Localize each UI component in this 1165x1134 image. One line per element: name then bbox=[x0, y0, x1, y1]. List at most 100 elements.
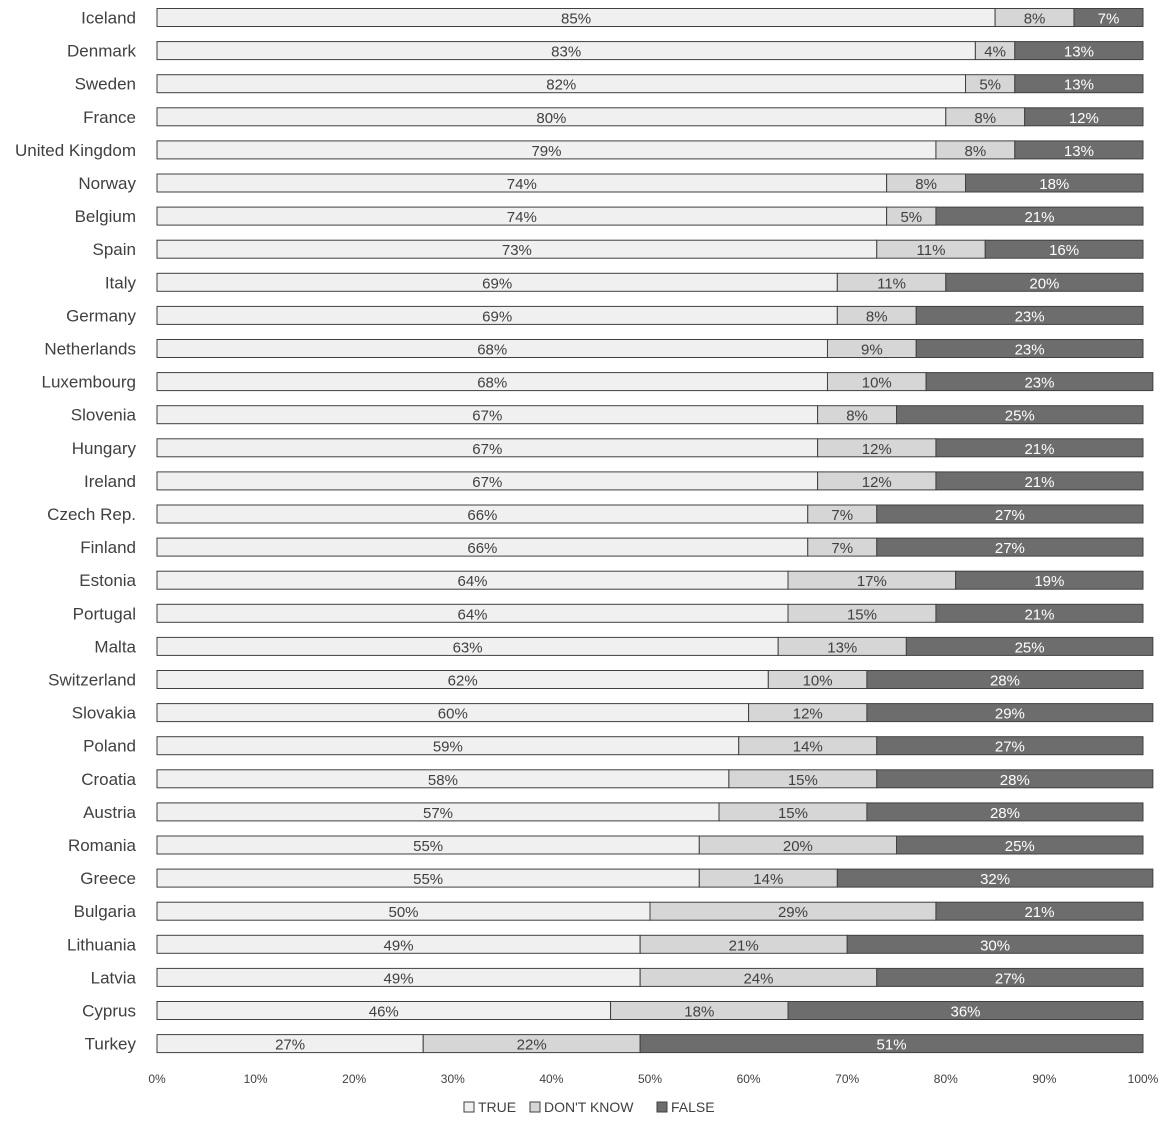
data-label: 68% bbox=[477, 342, 507, 359]
data-label: 29% bbox=[995, 706, 1025, 723]
data-label: 8% bbox=[866, 308, 888, 325]
data-label: 20% bbox=[783, 838, 813, 855]
category-label: Turkey bbox=[85, 1035, 137, 1054]
data-label: 8% bbox=[915, 176, 937, 193]
data-label: 5% bbox=[979, 77, 1001, 94]
bar-segment bbox=[984, 239, 1144, 259]
data-label: 85% bbox=[561, 11, 591, 28]
data-label: 13% bbox=[1064, 77, 1094, 94]
data-label: 27% bbox=[995, 970, 1025, 987]
data-label: 16% bbox=[1049, 242, 1079, 259]
data-label: 21% bbox=[1024, 209, 1054, 226]
x-tick-label: 30% bbox=[441, 1072, 465, 1086]
data-label: 66% bbox=[467, 507, 497, 524]
bar-segment bbox=[1073, 8, 1144, 27]
data-label: 9% bbox=[861, 342, 883, 359]
data-label: 23% bbox=[1015, 342, 1045, 359]
category-label: Cyprus bbox=[82, 1002, 136, 1021]
category-label: Slovakia bbox=[72, 704, 137, 723]
data-label: 82% bbox=[546, 77, 576, 94]
bar-segment bbox=[876, 736, 1144, 756]
data-label: 59% bbox=[433, 739, 463, 756]
data-label: 17% bbox=[857, 573, 887, 590]
data-label: 13% bbox=[1064, 143, 1094, 160]
category-label: Luxembourg bbox=[41, 373, 136, 392]
data-label: 13% bbox=[1064, 44, 1094, 61]
data-label: 66% bbox=[467, 540, 497, 557]
data-label: 64% bbox=[458, 573, 488, 590]
x-axis-tick-labels: 0% 10% 20% 30% 40% 50% 60% 70% 80% 90% 100% bbox=[148, 1072, 1158, 1086]
category-label: Croatia bbox=[81, 770, 136, 789]
category-label: Italy bbox=[105, 273, 137, 292]
bar-segment bbox=[935, 901, 1144, 921]
data-label: 67% bbox=[472, 474, 502, 491]
data-label: 46% bbox=[369, 1004, 399, 1021]
data-label: 67% bbox=[472, 408, 502, 425]
bar-segment bbox=[876, 537, 1144, 557]
x-tick-label: 10% bbox=[244, 1072, 268, 1086]
data-label: 29% bbox=[778, 904, 808, 921]
data-label: 80% bbox=[536, 110, 566, 127]
data-label: 57% bbox=[423, 805, 453, 822]
bar-segment bbox=[955, 570, 1144, 590]
data-label: 4% bbox=[984, 44, 1006, 61]
data-label: 12% bbox=[862, 441, 892, 458]
category-label: Ireland bbox=[84, 472, 136, 491]
category-labels: Iceland Denmark Sweden France United Kingdom… bbox=[15, 9, 137, 1054]
category-label: Romania bbox=[68, 836, 137, 855]
category-label: Germany bbox=[66, 306, 136, 325]
data-label: 10% bbox=[862, 375, 892, 392]
category-label: Iceland bbox=[81, 9, 136, 28]
data-label: 12% bbox=[1069, 110, 1099, 127]
data-label: 28% bbox=[1000, 772, 1030, 789]
data-label: 21% bbox=[1024, 441, 1054, 458]
data-label: 79% bbox=[531, 143, 561, 160]
category-label: Netherlands bbox=[44, 340, 136, 359]
category-label: Belgium bbox=[75, 207, 136, 226]
bar-segment bbox=[905, 636, 1154, 656]
data-label: 30% bbox=[980, 937, 1010, 954]
category-label: Austria bbox=[83, 803, 136, 822]
bar-segment bbox=[935, 438, 1144, 458]
data-label: 21% bbox=[1024, 474, 1054, 491]
data-label: 25% bbox=[1005, 838, 1035, 855]
category-label: Estonia bbox=[79, 571, 136, 590]
legend: TRUE DON'T KNOW FALSE bbox=[463, 1099, 715, 1115]
x-tick-label: 80% bbox=[934, 1072, 958, 1086]
bar-segment bbox=[935, 603, 1144, 623]
category-label: Denmark bbox=[67, 42, 136, 61]
x-tick-label: 0% bbox=[148, 1072, 166, 1086]
x-tick-label: 100% bbox=[1128, 1072, 1159, 1086]
bar-segment bbox=[935, 206, 1144, 226]
category-label: Switzerland bbox=[48, 671, 136, 690]
bar-segment bbox=[896, 405, 1144, 425]
data-label: 32% bbox=[980, 871, 1010, 888]
data-label: 74% bbox=[507, 176, 537, 193]
data-label: 8% bbox=[974, 110, 996, 127]
data-label: 14% bbox=[753, 871, 783, 888]
legend-label: TRUE bbox=[478, 1099, 516, 1115]
data-label: 21% bbox=[729, 937, 759, 954]
bar-segment bbox=[896, 835, 1144, 855]
category-label: Czech Rep. bbox=[47, 505, 136, 524]
data-label: 36% bbox=[951, 1004, 981, 1021]
data-label: 68% bbox=[477, 375, 507, 392]
data-label: 15% bbox=[788, 772, 818, 789]
data-label: 5% bbox=[900, 209, 922, 226]
legend-swatch bbox=[463, 1101, 475, 1113]
data-label: 28% bbox=[990, 673, 1020, 690]
data-label: 7% bbox=[1098, 11, 1120, 28]
category-label: Poland bbox=[83, 737, 136, 756]
category-label: Greece bbox=[80, 869, 136, 888]
category-label: Lithuania bbox=[67, 935, 137, 954]
data-label: 67% bbox=[472, 441, 502, 458]
data-label: 8% bbox=[1024, 11, 1046, 28]
bar-segment bbox=[965, 173, 1144, 193]
data-label: 20% bbox=[1029, 275, 1059, 292]
data-label: 21% bbox=[1024, 606, 1054, 623]
data-label: 27% bbox=[995, 507, 1025, 524]
category-label: Spain bbox=[93, 240, 136, 259]
x-tick-label: 40% bbox=[539, 1072, 563, 1086]
bar-segment bbox=[935, 471, 1144, 491]
